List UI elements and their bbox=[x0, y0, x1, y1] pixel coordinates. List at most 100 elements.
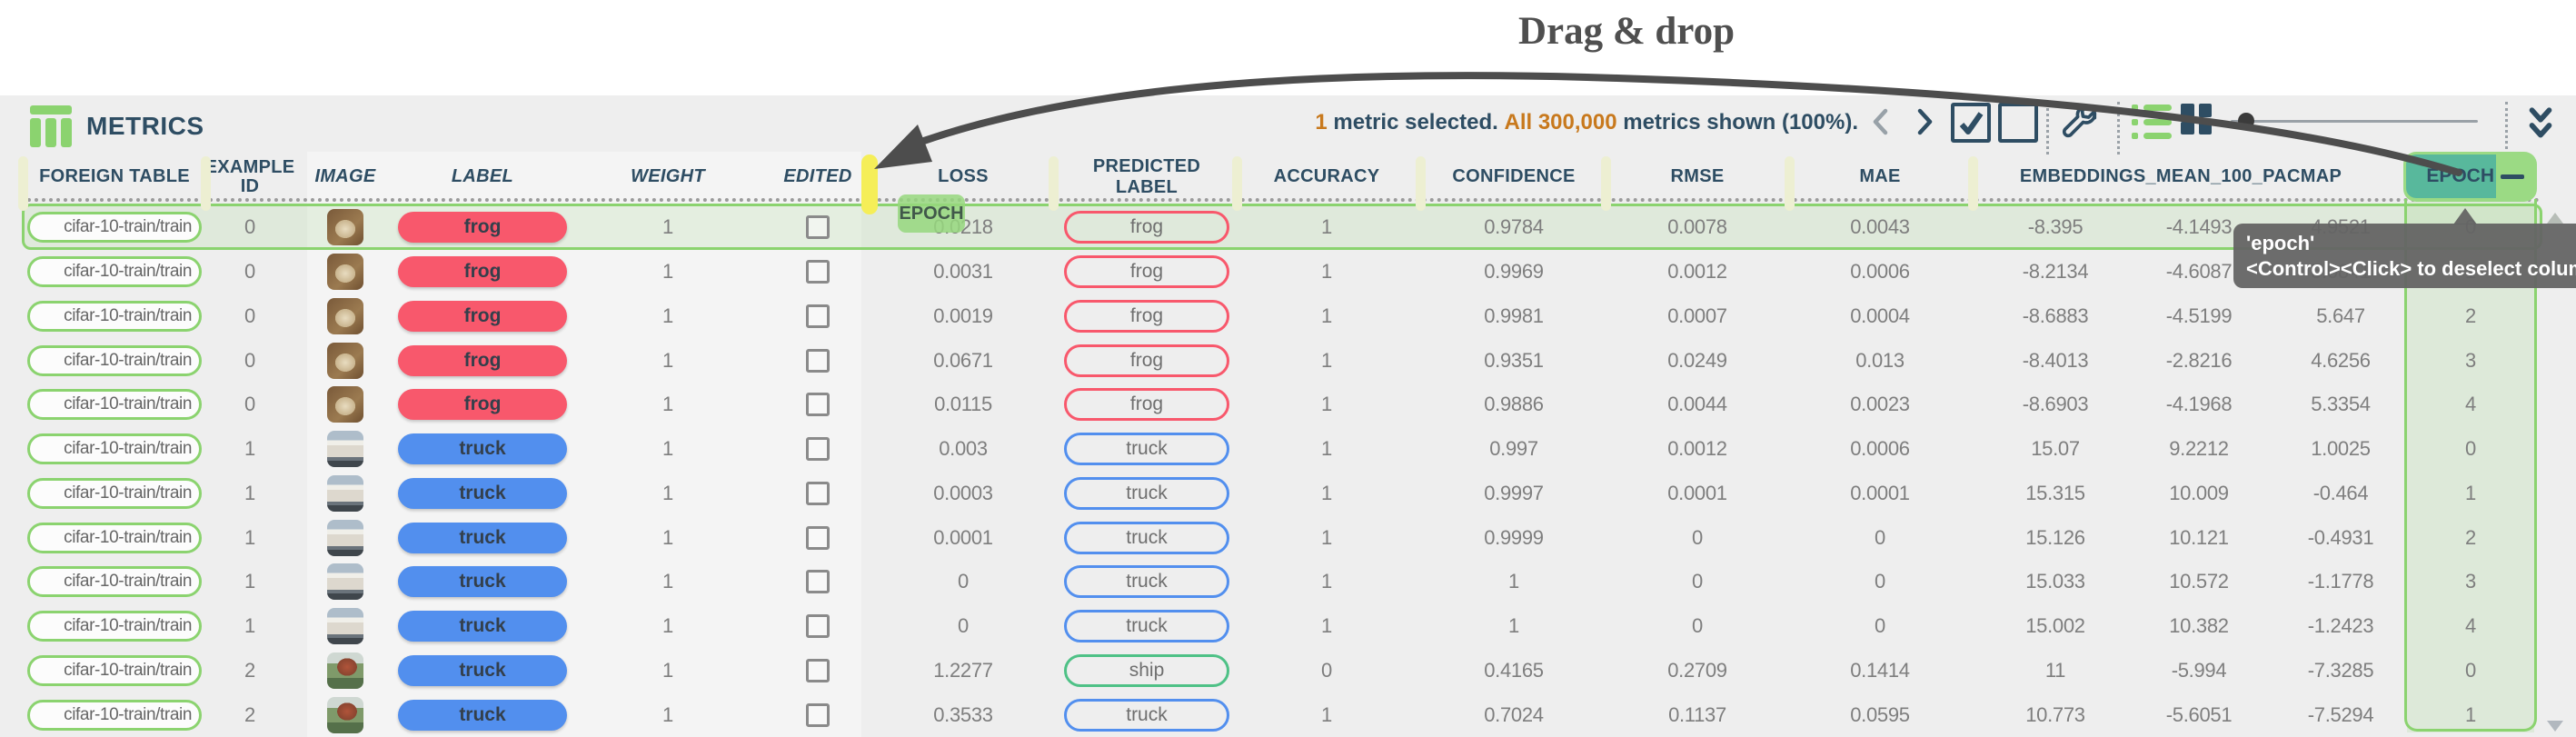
cell-embedding-2[interactable]: 9.2212 bbox=[2169, 437, 2229, 461]
foreign-table-pill[interactable]: cifar-10-train/train bbox=[27, 611, 202, 642]
cell-embedding-2[interactable]: 10.009 bbox=[2169, 481, 2229, 504]
cell-embedding-3[interactable]: 4.6256 bbox=[2311, 348, 2371, 372]
cell-embedding-2[interactable]: -5.6051 bbox=[2165, 702, 2233, 726]
cell-example-id[interactable]: 0 bbox=[244, 304, 255, 327]
cell-loss[interactable]: 0.0019 bbox=[933, 304, 993, 327]
cell-loss[interactable]: 0.003 bbox=[939, 437, 988, 461]
cell-foreign-table[interactable]: cifar-10-train/train bbox=[27, 515, 202, 560]
label-pill[interactable]: truck bbox=[398, 477, 567, 509]
cell-epoch[interactable]: 4 bbox=[2465, 614, 2476, 638]
cell-accuracy[interactable]: 1 bbox=[1321, 437, 1332, 461]
cell-mae[interactable]: 0 bbox=[1875, 525, 1885, 549]
predicted-label-pill[interactable]: truck bbox=[1064, 433, 1229, 466]
table-row[interactable]: cifar-10-train/train 1 truck 1 0 truck 1… bbox=[0, 560, 2576, 604]
column-resize-handle[interactable] bbox=[1232, 156, 1242, 211]
image-thumbnail[interactable] bbox=[327, 696, 363, 733]
cell-mae[interactable]: 0.0595 bbox=[1850, 702, 1910, 726]
cell-epoch[interactable]: 3 bbox=[2465, 570, 2476, 593]
cell-embedding-1[interactable]: 15.315 bbox=[2025, 481, 2085, 504]
table-row[interactable]: cifar-10-train/train 2 truck 1 1.2277 sh… bbox=[0, 649, 2576, 693]
cell-predicted-label[interactable]: truck bbox=[1064, 560, 1229, 604]
label-pill[interactable]: frog bbox=[398, 344, 567, 376]
wrench-icon[interactable] bbox=[2059, 100, 2101, 145]
cell-predicted-label[interactable]: frog bbox=[1064, 338, 1229, 383]
column-resize-handle[interactable] bbox=[1601, 156, 1611, 211]
cell-epoch[interactable]: 1 bbox=[2465, 702, 2476, 726]
cell-weight[interactable]: 1 bbox=[662, 437, 673, 461]
cell-foreign-table[interactable]: cifar-10-train/train bbox=[27, 383, 202, 427]
select-none-checkbox[interactable] bbox=[1998, 103, 2038, 143]
cell-embedding-3[interactable]: 1.0025 bbox=[2311, 437, 2371, 461]
chevron-left-icon[interactable] bbox=[1870, 107, 1894, 136]
cell-loss[interactable]: 0.0031 bbox=[933, 260, 993, 284]
cell-mae[interactable]: 0.0043 bbox=[1850, 215, 1910, 239]
cell-embedding-2[interactable]: -4.1968 bbox=[2165, 393, 2233, 416]
cell-mae[interactable]: 0.0006 bbox=[1850, 260, 1910, 284]
cell-predicted-label[interactable]: frog bbox=[1064, 205, 1229, 250]
label-pill[interactable]: truck bbox=[398, 433, 567, 465]
cell-label[interactable]: truck bbox=[398, 472, 567, 516]
scroll-down-arrow[interactable] bbox=[2547, 721, 2563, 732]
cell-epoch[interactable]: 2 bbox=[2465, 304, 2476, 327]
cell-accuracy[interactable]: 1 bbox=[1321, 215, 1332, 239]
cell-embedding-3[interactable]: -7.5294 bbox=[2307, 702, 2374, 726]
predicted-label-pill[interactable]: truck bbox=[1064, 565, 1229, 599]
cell-mae[interactable]: 0 bbox=[1875, 570, 1885, 593]
cell-embedding-2[interactable]: -2.8216 bbox=[2165, 348, 2233, 372]
cell-predicted-label[interactable]: truck bbox=[1064, 427, 1229, 472]
foreign-table-pill[interactable]: cifar-10-train/train bbox=[27, 433, 202, 465]
cell-epoch[interactable]: 3 bbox=[2465, 348, 2476, 372]
cell-rmse[interactable]: 0.0249 bbox=[1667, 348, 1727, 372]
cell-mae[interactable]: 0.0006 bbox=[1850, 437, 1910, 461]
cell-accuracy[interactable]: 1 bbox=[1321, 481, 1332, 504]
cell-foreign-table[interactable]: cifar-10-train/train bbox=[27, 604, 202, 649]
label-pill[interactable]: frog bbox=[398, 212, 567, 244]
cell-edited[interactable] bbox=[754, 205, 881, 250]
cell-example-id[interactable]: 0 bbox=[244, 348, 255, 372]
cell-example-id[interactable]: 0 bbox=[244, 215, 255, 239]
label-pill[interactable]: frog bbox=[398, 300, 567, 332]
col-header-accuracy[interactable]: ACCURACY bbox=[1273, 166, 1380, 186]
cell-embedding-3[interactable]: -0.4931 bbox=[2307, 525, 2374, 549]
col-header-embeddings[interactable]: EMBEDDINGS_MEAN_100_PACMAP bbox=[2019, 166, 2342, 186]
cell-label[interactable]: frog bbox=[398, 250, 567, 294]
image-thumbnail[interactable] bbox=[327, 386, 363, 423]
cell-edited[interactable] bbox=[754, 427, 881, 472]
foreign-table-pill[interactable]: cifar-10-train/train bbox=[27, 522, 202, 553]
foreign-table-pill[interactable]: cifar-10-train/train bbox=[27, 389, 202, 421]
edited-checkbox[interactable] bbox=[806, 570, 830, 594]
cell-foreign-table[interactable]: cifar-10-train/train bbox=[27, 472, 202, 516]
foreign-table-pill[interactable]: cifar-10-train/train bbox=[27, 344, 202, 376]
cell-confidence[interactable]: 0.7024 bbox=[1484, 702, 1544, 726]
edited-checkbox[interactable] bbox=[806, 260, 830, 284]
foreign-table-pill[interactable]: cifar-10-train/train bbox=[27, 256, 202, 288]
cell-weight[interactable]: 1 bbox=[662, 393, 673, 416]
predicted-label-pill[interactable]: frog bbox=[1064, 211, 1229, 244]
image-thumbnail[interactable] bbox=[327, 254, 363, 291]
cell-embedding-1[interactable]: -8.2134 bbox=[2022, 260, 2089, 284]
cell-epoch[interactable]: 2 bbox=[2465, 525, 2476, 549]
cell-weight[interactable]: 1 bbox=[662, 525, 673, 549]
cell-embedding-3[interactable]: 5.3354 bbox=[2311, 393, 2371, 416]
cell-predicted-label[interactable]: ship bbox=[1064, 649, 1229, 693]
cell-embedding-1[interactable]: 11 bbox=[2044, 658, 2066, 682]
edited-checkbox[interactable] bbox=[806, 348, 830, 373]
cell-weight[interactable]: 1 bbox=[662, 658, 673, 682]
cell-embedding-1[interactable]: -8.395 bbox=[2027, 215, 2084, 239]
foreign-table-pill[interactable]: cifar-10-train/train bbox=[27, 699, 202, 731]
cell-image[interactable] bbox=[320, 294, 371, 339]
column-resize-handle[interactable] bbox=[1968, 156, 1978, 211]
cell-rmse[interactable]: 0.1137 bbox=[1668, 702, 1726, 726]
cell-example-id[interactable]: 0 bbox=[244, 260, 255, 284]
cell-image[interactable] bbox=[320, 338, 371, 383]
cell-example-id[interactable]: 1 bbox=[244, 614, 255, 638]
double-chevron-down-icon[interactable] bbox=[2524, 105, 2557, 144]
image-thumbnail[interactable] bbox=[327, 474, 363, 512]
cell-image[interactable] bbox=[320, 692, 371, 737]
edited-checkbox[interactable] bbox=[806, 481, 830, 505]
cell-foreign-table[interactable]: cifar-10-train/train bbox=[27, 692, 202, 737]
cell-edited[interactable] bbox=[754, 604, 881, 649]
cell-accuracy[interactable]: 0 bbox=[1321, 658, 1332, 682]
table-row[interactable]: cifar-10-train/train 1 truck 1 0.0001 tr… bbox=[0, 515, 2576, 560]
cell-rmse[interactable]: 0.0007 bbox=[1667, 304, 1727, 327]
